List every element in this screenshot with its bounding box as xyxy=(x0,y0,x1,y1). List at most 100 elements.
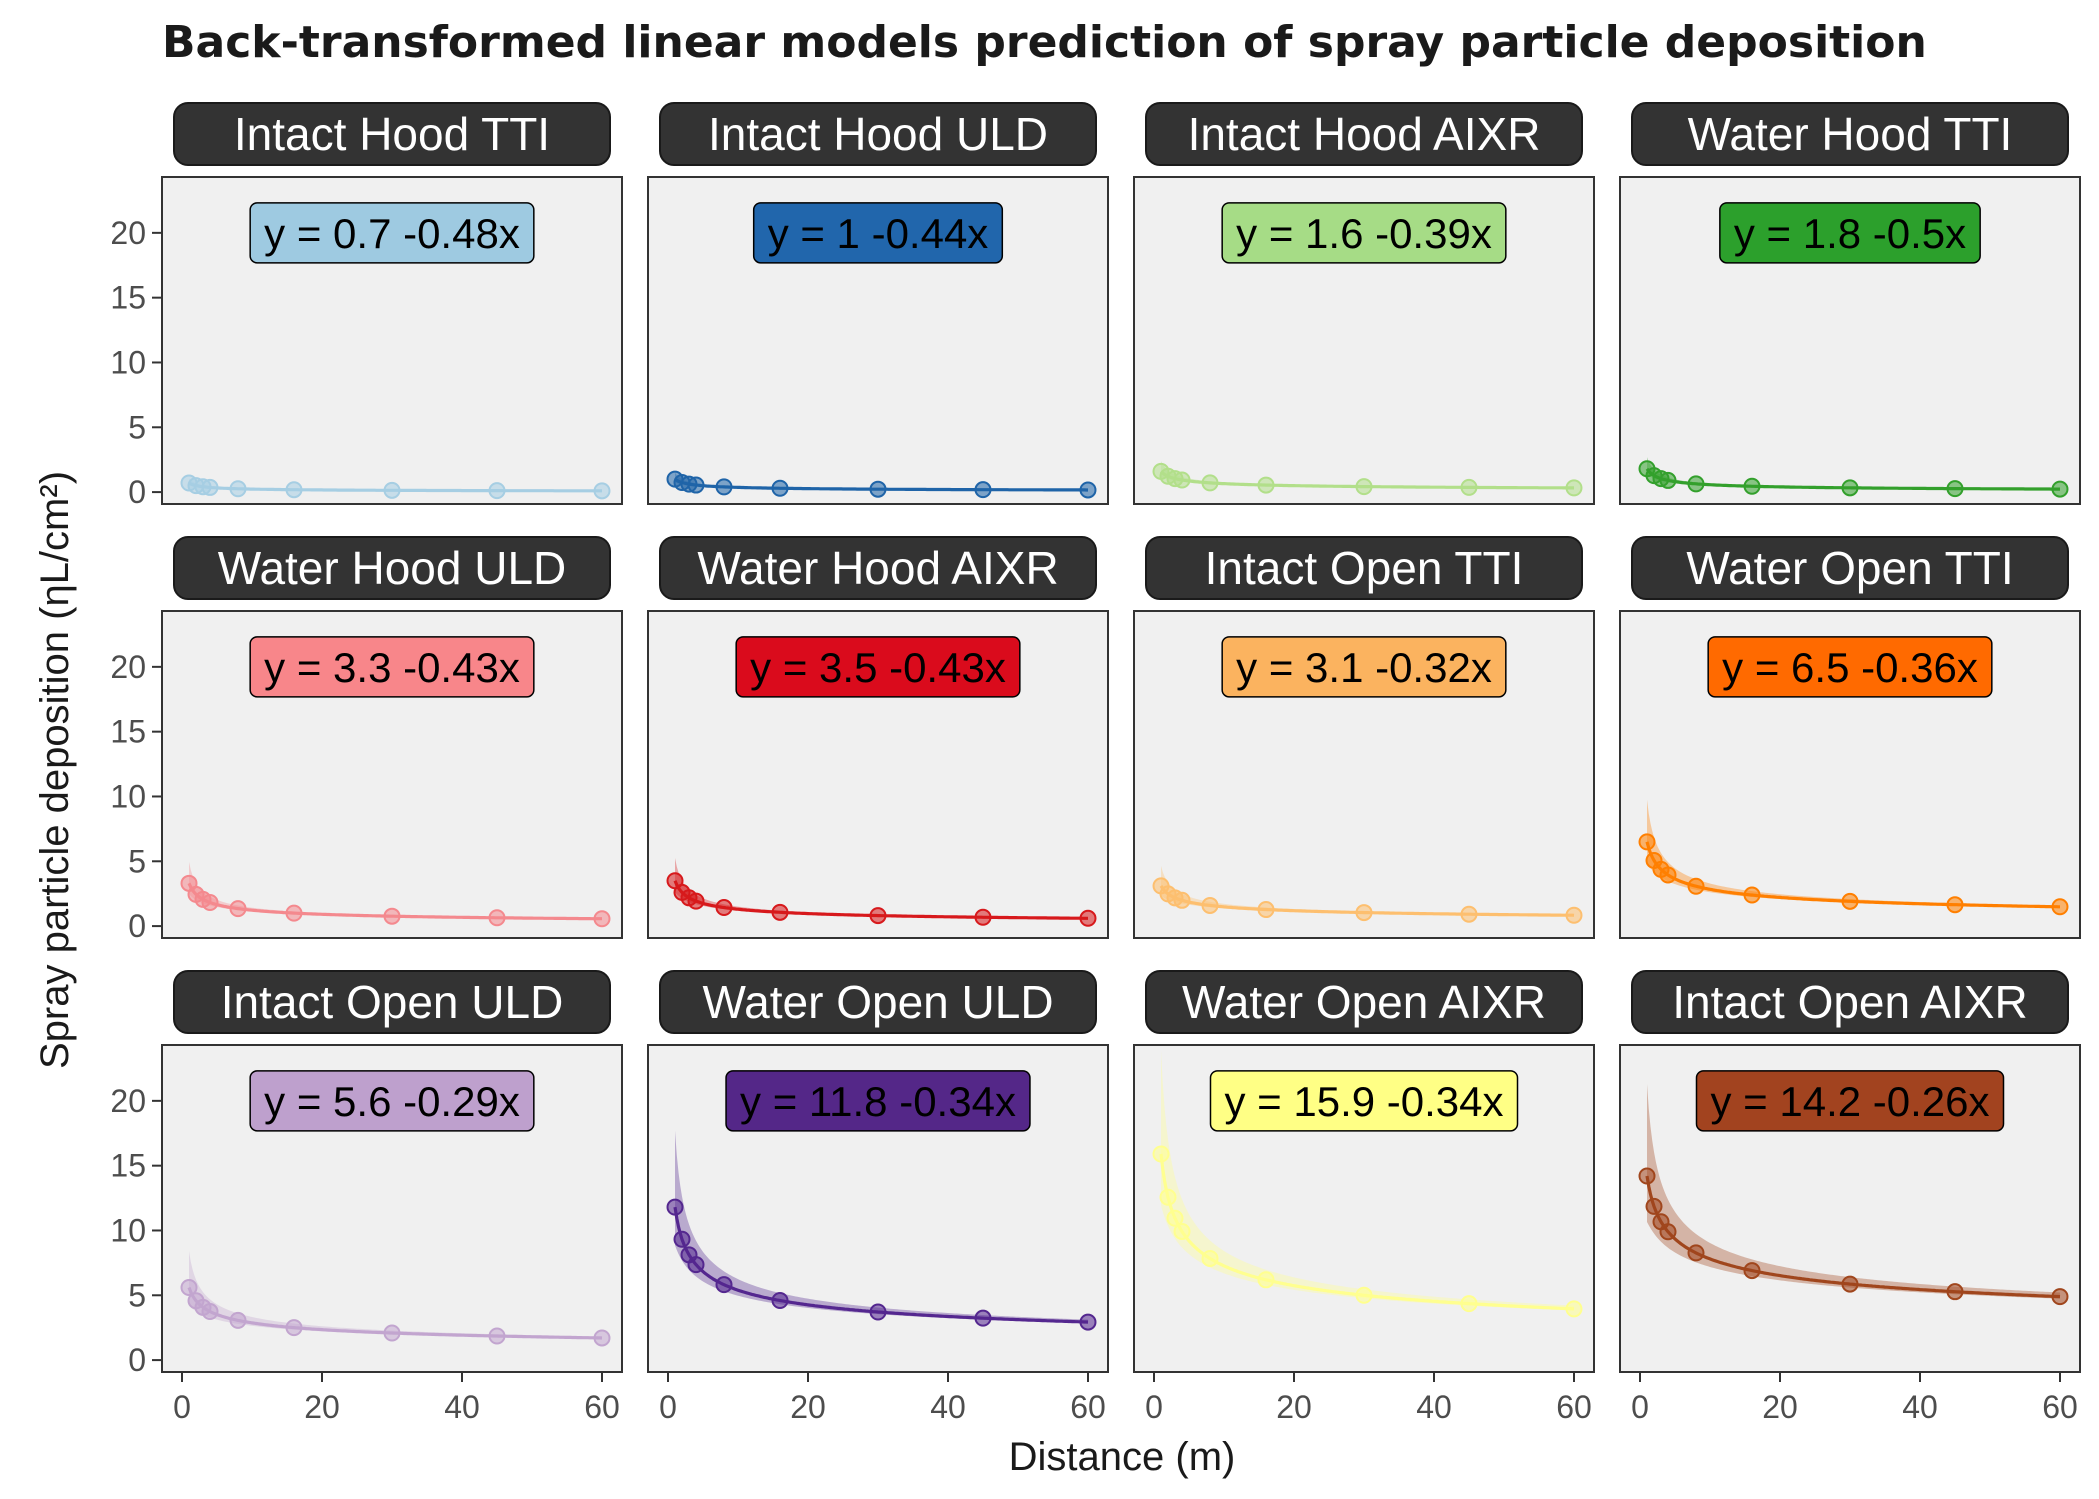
equation-box-intact-open-tti xyxy=(1221,636,1507,698)
data-point xyxy=(1687,475,1705,493)
equation-box-intact-hood-tti xyxy=(249,202,535,264)
data-point xyxy=(1659,1223,1677,1241)
data-point xyxy=(201,894,219,912)
x-tick-label: 60 xyxy=(584,1389,620,1425)
data-point xyxy=(1173,891,1191,909)
data-point xyxy=(285,1319,303,1337)
data-point xyxy=(715,1276,733,1294)
strip-label-intact-hood-uld: Intact Hood ULD xyxy=(708,108,1048,160)
strip-label-water-hood-tti: Water Hood TTI xyxy=(1688,108,2013,160)
data-point xyxy=(1743,1262,1761,1280)
strip-label-water-hood-uld: Water Hood ULD xyxy=(218,542,567,594)
equation-box-intact-hood-uld xyxy=(752,202,1004,264)
data-point xyxy=(1946,896,1964,914)
data-point xyxy=(1173,1222,1191,1240)
panel-intact-hood-uld: Intact Hood ULD y = 1 -0.44x xyxy=(647,102,1109,505)
data-point xyxy=(1659,866,1677,884)
y-tick-label: 0 xyxy=(128,1342,146,1378)
data-point xyxy=(1173,471,1191,489)
data-point xyxy=(1201,474,1219,492)
strip-label-water-hood-aixr: Water Hood AIXR xyxy=(697,542,1058,594)
x-tick-label: 0 xyxy=(1145,1389,1163,1425)
data-point xyxy=(285,481,303,499)
data-point xyxy=(2051,480,2069,498)
data-point xyxy=(715,899,733,917)
data-point xyxy=(869,907,887,925)
data-point xyxy=(1257,476,1275,494)
strip-label-intact-open-tti: Intact Open TTI xyxy=(1205,542,1524,594)
x-tick-label: 0 xyxy=(659,1389,677,1425)
y-tick-label: 5 xyxy=(128,1277,146,1313)
data-point xyxy=(1460,478,1478,496)
equation-box-water-hood-tti xyxy=(1719,202,1981,264)
data-point xyxy=(869,1303,887,1321)
data-point xyxy=(180,1279,198,1297)
strip-water-open-uld xyxy=(659,970,1097,1034)
equation-box-water-open-aixr xyxy=(1209,1070,1519,1132)
data-point xyxy=(1079,481,1097,499)
data-point xyxy=(771,903,789,921)
y-tick-label: 5 xyxy=(128,409,146,445)
data-point xyxy=(687,476,705,494)
strip-intact-open-tti xyxy=(1145,536,1583,600)
data-point xyxy=(1257,901,1275,919)
panel-water-open-aixr: Water Open AIXR y = 15.9 -0.34x 0 20 40 60 xyxy=(1133,970,1595,1425)
data-point xyxy=(771,1292,789,1310)
y-axis-title: Spray particle deposition (ηL/cm²) xyxy=(33,471,77,1069)
data-point xyxy=(2051,1288,2069,1306)
y-tick-label: 5 xyxy=(128,843,146,879)
data-point xyxy=(1841,892,1859,910)
data-point xyxy=(488,909,506,927)
data-point xyxy=(1841,479,1859,497)
y-tick-label: 20 xyxy=(110,1083,146,1119)
data-point xyxy=(1355,904,1373,922)
chart-title: Back-transformed linear models predictio… xyxy=(162,17,1927,68)
data-point xyxy=(1638,833,1656,851)
panel-water-hood-aixr: Water Hood AIXR y = 3.5 -0.43x xyxy=(647,536,1109,939)
data-point xyxy=(1565,479,1583,497)
data-point xyxy=(1159,1188,1177,1206)
panel-intact-open-uld: Intact Open ULD y = 5.6 -0.29x 0 5 10 15 20 0 20… xyxy=(110,970,623,1425)
equation-label-intact-open-tti: y = 3.1 -0.32x xyxy=(1236,644,1492,691)
equation-box-intact-open-uld xyxy=(249,1070,535,1132)
data-point xyxy=(1743,886,1761,904)
equation-label-water-open-tti: y = 6.5 -0.36x xyxy=(1722,644,1978,691)
data-point xyxy=(1355,1286,1373,1304)
data-point xyxy=(488,1327,506,1345)
equation-box-water-hood-uld xyxy=(249,636,535,698)
y-tick-label: 15 xyxy=(110,280,146,316)
y-tick-label: 20 xyxy=(110,649,146,685)
strip-intact-hood-tti xyxy=(173,102,611,166)
equation-label-water-hood-tti: y = 1.8 -0.5x xyxy=(1734,210,1966,257)
equation-box-intact-open-aixr xyxy=(1695,1070,2005,1132)
data-point xyxy=(673,1230,691,1248)
data-point xyxy=(974,1309,992,1327)
data-point xyxy=(1079,909,1097,927)
x-tick-label: 60 xyxy=(2042,1389,2078,1425)
x-tick-label: 40 xyxy=(930,1389,966,1425)
data-point xyxy=(1460,1295,1478,1313)
data-point xyxy=(1166,1209,1184,1227)
data-point xyxy=(593,1329,611,1347)
data-point xyxy=(1946,480,1964,498)
panel-water-open-tti: Water Open TTI y = 6.5 -0.36x xyxy=(1619,536,2081,939)
equation-box-water-open-uld xyxy=(725,1070,1031,1132)
strip-label-intact-open-uld: Intact Open ULD xyxy=(221,976,564,1028)
data-point xyxy=(201,1303,219,1321)
x-tick-label: 40 xyxy=(1416,1389,1452,1425)
panel-intact-open-aixr: Intact Open AIXR y = 14.2 -0.26x 0 20 40 60 xyxy=(1619,970,2081,1425)
strip-water-hood-aixr xyxy=(659,536,1097,600)
data-point xyxy=(1152,1145,1170,1163)
data-point xyxy=(771,479,789,497)
x-tick-label: 0 xyxy=(173,1389,191,1425)
data-point xyxy=(285,904,303,922)
data-point xyxy=(1841,1275,1859,1293)
equation-box-water-open-tti xyxy=(1707,636,1993,698)
panel-intact-hood-aixr: Intact Hood AIXR y = 1.6 -0.39x xyxy=(1133,102,1595,505)
equation-box-intact-hood-aixr xyxy=(1221,202,1507,264)
data-point xyxy=(383,907,401,925)
data-point xyxy=(1565,906,1583,924)
data-point xyxy=(687,1256,705,1274)
x-tick-label: 60 xyxy=(1556,1389,1592,1425)
